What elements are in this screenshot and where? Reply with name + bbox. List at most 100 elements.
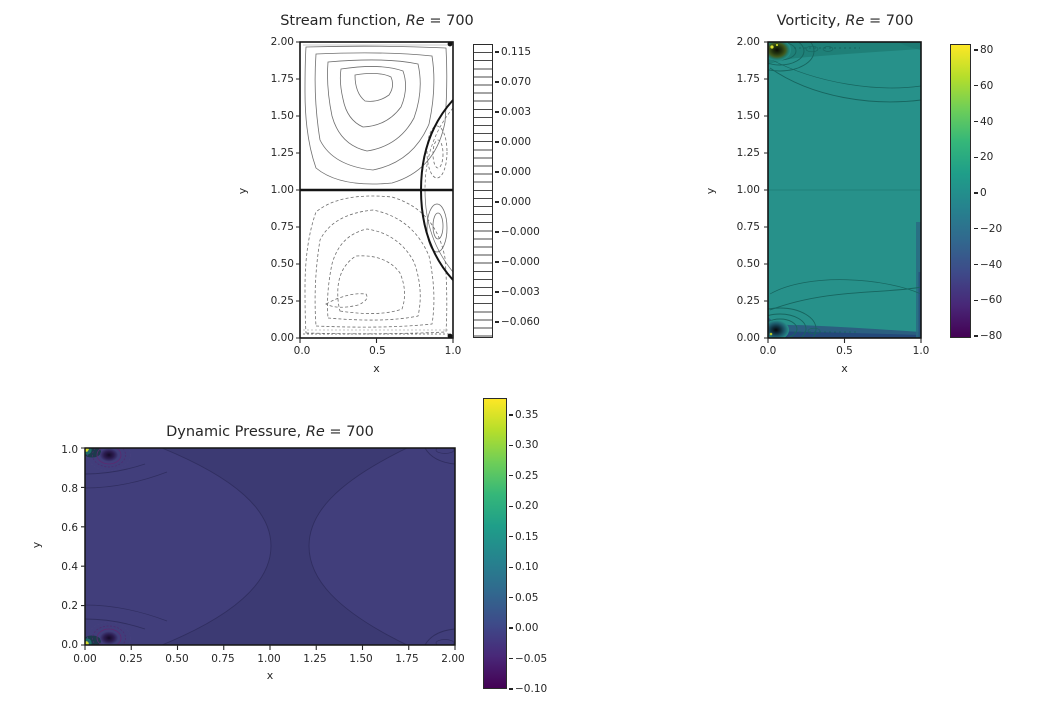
pressure-colorbar-label: 0.20 [509, 499, 538, 513]
stream-colorbar-label: 0.000 [495, 195, 531, 209]
pressure-ytick-label: 1.0 [61, 444, 78, 456]
stream-ytick-label: 2.00 [270, 36, 294, 48]
vorticity-colorbar-label: −20 [974, 222, 1002, 236]
vorticity-plot-canvas [764, 41, 922, 343]
pressure-ytick-label: 0.4 [61, 561, 78, 573]
stream-xtick-label: 0.5 [369, 345, 386, 357]
stream-ytick-label: 1.50 [270, 110, 294, 122]
stream-title-eq: = 700 [424, 13, 474, 29]
vorticity-title-text: Vorticity, [776, 13, 846, 29]
vorticity-ytick-label: 1.00 [736, 184, 760, 196]
stream-ylabel: y [236, 187, 249, 195]
vorticity-ytick-label: 0.50 [736, 258, 760, 270]
vorticity-xtick-label: 0.0 [759, 345, 777, 357]
pressure-xtick-label: 0.75 [211, 653, 235, 665]
vorticity-colorbar-label: −60 [974, 293, 1002, 307]
stream-ytick-label: 0.50 [270, 258, 294, 270]
vorticity-ylabel: y [704, 187, 717, 195]
vorticity-xtick-label: 0.5 [836, 345, 853, 357]
stream-ytick-label: 1.00 [270, 184, 294, 196]
stream-title-re: Re [405, 13, 425, 29]
pressure-xtick-label: 1.75 [395, 653, 419, 665]
pressure-ytick-label: 0.0 [61, 639, 78, 651]
stream-xtick-label: 1.0 [444, 345, 462, 357]
stream-colorbar-label: 0.070 [495, 75, 531, 89]
vorticity-colorbar-labels: 80 60 40 20 0 −20 −40 −60 −80 [974, 43, 1002, 343]
stream-colorbar-label: 0.000 [495, 135, 531, 149]
pressure-colorbar-label: 0.05 [509, 591, 538, 605]
vorticity-colorbar-label: 40 [974, 115, 993, 129]
vorticity-title-re: Re [845, 13, 865, 29]
stream-title-text: Stream function, [280, 13, 406, 29]
pressure-colorbar-labels: 0.35 0.30 0.25 0.20 0.15 0.10 0.05 0.00 −0.05 −0.… [509, 408, 547, 696]
vorticity-title: Vorticity, Re = 700 [694, 13, 996, 29]
pressure-xtick-label: 1.25 [303, 653, 327, 665]
pressure-ylabel: y [30, 541, 43, 549]
stream-colorbar-label: −0.000 [495, 225, 540, 239]
stream-plot-canvas [296, 41, 454, 343]
pressure-xtick-label: 1.50 [349, 653, 373, 665]
pressure-plot-canvas [81, 447, 456, 650]
vorticity-title-eq: = 700 [864, 13, 914, 29]
pressure-ytick-label: 0.2 [61, 600, 78, 612]
pressure-colorbar-label: −0.10 [509, 682, 547, 696]
pressure-colorbar-label: 0.15 [509, 530, 538, 544]
vorticity-ytick-label: 0.75 [736, 221, 760, 233]
pressure-xlabel: x [266, 669, 274, 682]
stream-title: Stream function, Re = 700 [226, 13, 528, 29]
stream-ytick-label: 0.75 [270, 221, 294, 233]
pressure-colorbar-label: 0.35 [509, 408, 538, 422]
stream-colorbar-label: −0.003 [495, 285, 540, 299]
pressure-xtick-label: 0.00 [73, 653, 97, 665]
stream-ytick-label: 0.25 [270, 295, 294, 307]
stream-colorbar-label: 0.003 [495, 105, 531, 119]
vorticity-ytick-label: 1.50 [736, 110, 760, 122]
vorticity-xtick-label: 1.0 [912, 345, 930, 357]
pressure-ytick-labels: 1.0 0.8 0.6 0.4 0.2 0.0 [46, 443, 78, 652]
stream-xtick-labels: 0.0 0.5 1.0 [292, 344, 463, 358]
stream-xlabel: x [373, 362, 380, 375]
stream-ytick-label: 0.00 [270, 332, 294, 344]
pressure-colorbar-label: −0.05 [509, 652, 547, 666]
pressure-colorbar-label: 0.30 [509, 438, 538, 452]
pressure-xtick-label: 1.00 [257, 653, 281, 665]
vorticity-ytick-label: 0.25 [736, 295, 760, 307]
vorticity-ytick-label: 1.25 [736, 147, 760, 159]
vorticity-ytick-label: 1.75 [736, 73, 760, 85]
pressure-ytick-label: 0.8 [61, 483, 78, 495]
stream-colorbar [473, 44, 493, 338]
pressure-ytick-label: 0.6 [61, 522, 78, 534]
pressure-colorbar-label: 0.10 [509, 560, 538, 574]
pressure-title: Dynamic Pressure, Re = 700 [85, 424, 455, 440]
vorticity-ytick-label: 2.00 [736, 36, 760, 48]
stream-xtick-label: 0.0 [293, 345, 311, 357]
pressure-xtick-label: 2.00 [441, 653, 465, 665]
pressure-xtick-label: 0.25 [119, 653, 143, 665]
vorticity-colorbar-label: 80 [974, 43, 993, 57]
vorticity-colorbar-label: 20 [974, 150, 993, 164]
pressure-title-eq: = 700 [324, 424, 374, 440]
vorticity-colorbar-label: −80 [974, 329, 1002, 343]
vorticity-ytick-labels: 2.00 1.75 1.50 1.25 1.00 0.75 0.50 0.25 0.00 [718, 35, 760, 345]
stream-colorbar-label: −0.060 [495, 315, 540, 329]
pressure-colorbar-label: 0.00 [509, 621, 538, 635]
vorticity-xtick-labels: 0.0 0.5 1.0 [758, 344, 931, 358]
vorticity-colorbar-label: 0 [974, 186, 987, 200]
pressure-xtick-label: 0.50 [165, 653, 189, 665]
vorticity-colorbar-label: −40 [974, 258, 1002, 272]
stream-ytick-label: 1.75 [270, 73, 294, 85]
vorticity-xlabel: x [841, 362, 848, 375]
pressure-xtick-labels: 0.00 0.25 0.50 0.75 1.00 1.25 1.50 1.75 2.00 [68, 652, 470, 666]
pressure-colorbar [483, 398, 507, 689]
pressure-title-re: Re [305, 424, 325, 440]
stream-ytick-labels: 2.00 1.75 1.50 1.25 1.00 0.75 0.50 0.25 0.00 [252, 35, 294, 345]
stream-colorbar-label: 0.115 [495, 45, 531, 59]
vorticity-colorbar [950, 44, 971, 338]
stream-ytick-label: 1.25 [270, 147, 294, 159]
vorticity-colorbar-label: 60 [974, 79, 993, 93]
pressure-title-text: Dynamic Pressure, [166, 424, 306, 440]
stream-colorbar-label: −0.000 [495, 255, 540, 269]
stream-colorbar-labels: 0.115 0.070 0.003 0.000 0.000 0.000 −0.000 −0.0… [495, 45, 540, 329]
pressure-colorbar-label: 0.25 [509, 469, 538, 483]
